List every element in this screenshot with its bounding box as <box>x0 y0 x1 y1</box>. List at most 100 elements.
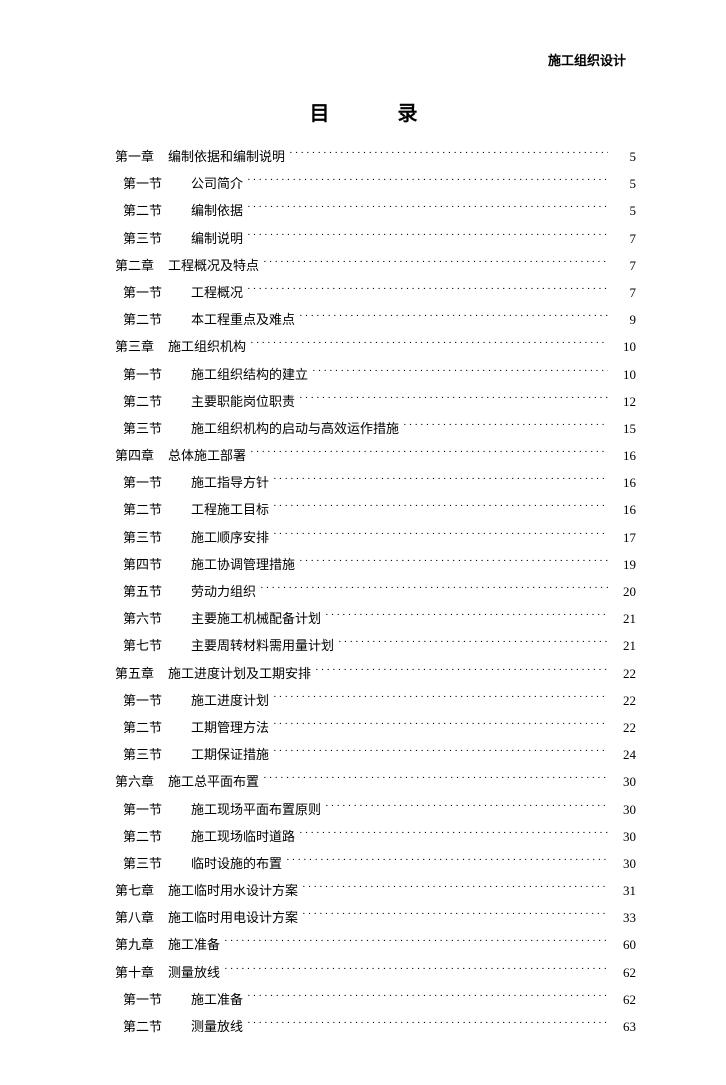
toc-leader-dots <box>289 148 608 161</box>
toc-entry-heading: 施工现场临时道路 <box>191 830 295 843</box>
toc-entry: 第七节主要周转材料需用量计划21 <box>115 637 636 652</box>
toc-leader-dots <box>325 801 608 814</box>
toc-entry-heading: 总体施工部署 <box>168 449 246 462</box>
toc-entry-page: 10 <box>612 340 636 353</box>
toc-entry-label: 第五节 <box>115 585 191 598</box>
toc-leader-dots <box>273 501 608 514</box>
toc-entry-heading: 施工临时用水设计方案 <box>168 884 298 897</box>
toc-entry-page: 30 <box>612 803 636 816</box>
toc-leader-dots <box>247 1018 608 1031</box>
toc-entry-page: 30 <box>612 775 636 788</box>
toc-entry-heading: 施工组织结构的建立 <box>191 368 308 381</box>
toc-leader-dots <box>273 474 608 487</box>
toc-entry: 第三节施工组织机构的启动与高效运作措施15 <box>115 420 636 435</box>
toc-entry: 第二节工期管理方法22 <box>115 719 636 734</box>
toc-entry-page: 10 <box>612 368 636 381</box>
toc-entry-label: 第二章 <box>115 259 154 272</box>
toc-entry-page: 7 <box>612 259 636 272</box>
toc-entry: 第五章 施工进度计划及工期安排 22 <box>115 665 636 680</box>
toc-leader-dots <box>338 637 608 650</box>
toc-entry-label: 第五章 <box>115 667 154 680</box>
toc-entry: 第二节工程施工目标 16 <box>115 501 636 516</box>
toc-entry: 第一节施工准备62 <box>115 991 636 1006</box>
toc-entry-heading: 施工进度计划及工期安排 <box>168 667 311 680</box>
toc-leader-dots <box>299 828 608 841</box>
toc-entry-label: 第二节 <box>115 313 191 326</box>
toc-entry-page: 62 <box>612 993 636 1006</box>
toc-entry-page: 5 <box>612 150 636 163</box>
toc-entry-page: 62 <box>612 966 636 979</box>
toc-leader-dots <box>224 964 608 977</box>
toc-entry-heading: 测量放线 <box>168 966 220 979</box>
toc-entry-label: 第二节 <box>115 503 191 516</box>
toc-entry-page: 30 <box>612 857 636 870</box>
toc-entry-label: 第三节 <box>115 531 191 544</box>
toc-entry-label: 第一节 <box>115 476 191 489</box>
toc-entry: 第一节公司简介 5 <box>115 175 636 190</box>
toc-entry-heading: 工程施工目标 <box>191 503 269 516</box>
toc-entry-page: 7 <box>612 232 636 245</box>
toc-entry-label: 第一节 <box>115 177 191 190</box>
toc-entry-label: 第三章 <box>115 340 154 353</box>
toc-entry-page: 24 <box>612 748 636 761</box>
toc-entry-page: 31 <box>612 884 636 897</box>
toc-entry-heading: 施工顺序安排 <box>191 531 269 544</box>
toc-title: 目 录 <box>115 97 636 126</box>
toc-entry-heading: 主要职能岗位职责 <box>191 395 295 408</box>
toc-leader-dots <box>260 583 608 596</box>
toc-entry-label: 第一章 <box>115 150 154 163</box>
toc-entry-heading: 施工组织机构的启动与高效运作措施 <box>191 422 399 435</box>
toc-list: 第一章编制依据和编制说明5第一节公司简介5第二节编制依据5第三节编制说明7第二章… <box>115 148 636 1033</box>
toc-leader-dots <box>273 746 608 759</box>
toc-entry-label: 第八章 <box>115 911 154 924</box>
toc-entry-label: 第二节 <box>115 1020 191 1033</box>
toc-leader-dots <box>247 991 608 1004</box>
toc-entry-label: 第三节 <box>115 857 191 870</box>
toc-leader-dots <box>247 175 608 188</box>
toc-entry-label: 第二节 <box>115 830 191 843</box>
toc-entry: 第二节本工程重点及难点 9 <box>115 311 636 326</box>
toc-entry: 第一章 编制依据和编制说明 5 <box>115 148 636 163</box>
toc-entry: 第一节施工现场平面布置原则30 <box>115 801 636 816</box>
toc-entry-page: 22 <box>612 667 636 680</box>
toc-entry-label: 第一节 <box>115 368 191 381</box>
toc-entry: 第三节编制说明7 <box>115 230 636 245</box>
toc-entry-heading: 测量放线 <box>191 1020 243 1033</box>
toc-leader-dots <box>224 936 608 949</box>
toc-entry-heading: 施工准备 <box>168 938 220 951</box>
toc-entry: 第二章工程概况及特点7 <box>115 257 636 272</box>
toc-entry-page: 22 <box>612 694 636 707</box>
toc-leader-dots <box>312 366 608 379</box>
toc-entry-label: 第二节 <box>115 204 191 217</box>
toc-leader-dots <box>299 311 608 324</box>
toc-entry-heading: 公司简介 <box>191 177 243 190</box>
running-header: 施工组织设计 <box>115 50 636 69</box>
toc-entry-page: 20 <box>612 585 636 598</box>
toc-entry-page: 5 <box>612 177 636 190</box>
toc-entry-heading: 工期管理方法 <box>191 721 269 734</box>
toc-entry-label: 第一节 <box>115 694 191 707</box>
toc-entry-heading: 本工程重点及难点 <box>191 313 295 326</box>
toc-entry-page: 16 <box>612 503 636 516</box>
toc-entry: 第二节编制依据5 <box>115 202 636 217</box>
toc-entry-label: 第一节 <box>115 993 191 1006</box>
toc-entry-page: 9 <box>612 313 636 326</box>
toc-entry-page: 16 <box>612 449 636 462</box>
toc-leader-dots <box>273 719 608 732</box>
toc-entry-heading: 施工组织机构 <box>168 340 246 353</box>
toc-entry-page: 15 <box>612 422 636 435</box>
toc-entry-heading: 编制依据和编制说明 <box>168 150 285 163</box>
toc-entry: 第五节劳动力组织20 <box>115 583 636 598</box>
toc-entry-page: 19 <box>612 558 636 571</box>
toc-entry-label: 第七章 <box>115 884 154 897</box>
toc-entry-label: 第六章 <box>115 775 154 788</box>
toc-entry-heading: 编制依据 <box>191 204 243 217</box>
toc-leader-dots <box>302 882 608 895</box>
toc-entry-heading: 主要周转材料需用量计划 <box>191 639 334 652</box>
toc-entry-heading: 施工进度计划 <box>191 694 269 707</box>
toc-entry-label: 第四章 <box>115 449 154 462</box>
toc-entry: 第四章 总体施工部署 16 <box>115 447 636 462</box>
toc-entry-heading: 施工协调管理措施 <box>191 558 295 571</box>
toc-leader-dots <box>403 420 608 433</box>
toc-entry: 第三节工期保证措施24 <box>115 746 636 761</box>
